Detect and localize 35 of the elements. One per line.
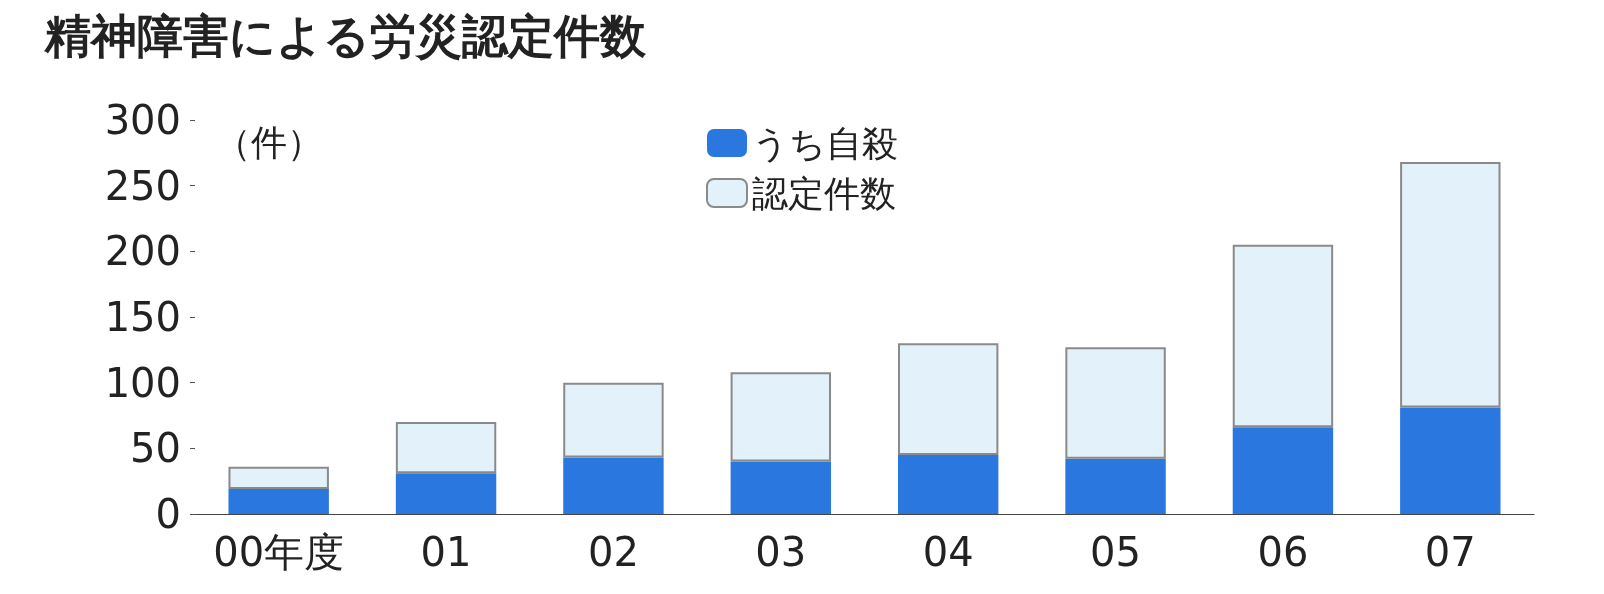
x-tick-label: 06 [1257, 529, 1309, 575]
bar [730, 461, 832, 514]
bar [897, 343, 999, 455]
legend-label: 認定件数 [752, 172, 896, 214]
x-tick-label: 02 [587, 529, 639, 575]
bar [1400, 162, 1501, 408]
bar [1400, 407, 1501, 514]
bar [563, 382, 664, 458]
bar [228, 466, 329, 490]
bar [395, 473, 497, 514]
chart-title: 精神障害による労災認定件数 [44, 9, 647, 63]
x-tick-label: 00年度 [213, 529, 345, 575]
y-axis-title: （件） [215, 121, 323, 163]
bar [228, 489, 329, 514]
x-tick-label: 03 [755, 529, 807, 575]
legend-label: うち自殺 [752, 122, 898, 164]
y-tick-label: 200 [104, 228, 181, 275]
bar [1232, 244, 1334, 428]
bar [730, 372, 832, 462]
y-tick-label: 0 [155, 491, 181, 537]
bar [563, 457, 664, 514]
y-tick-label: 50 [130, 425, 181, 472]
bar [1065, 458, 1166, 514]
y-tick-label: 100 [104, 359, 181, 406]
y-tick-label: 250 [104, 162, 181, 209]
bar [1065, 347, 1166, 459]
y-tick-label: 300 [104, 97, 181, 143]
bar [1232, 427, 1334, 514]
y-tick-label: 150 [104, 294, 181, 340]
x-tick-label: 01 [420, 529, 472, 575]
x-tick-label: 05 [1090, 529, 1142, 575]
x-tick-label: 07 [1424, 529, 1476, 575]
bar [897, 454, 999, 514]
bar [395, 422, 497, 474]
x-tick-label: 04 [922, 529, 974, 575]
